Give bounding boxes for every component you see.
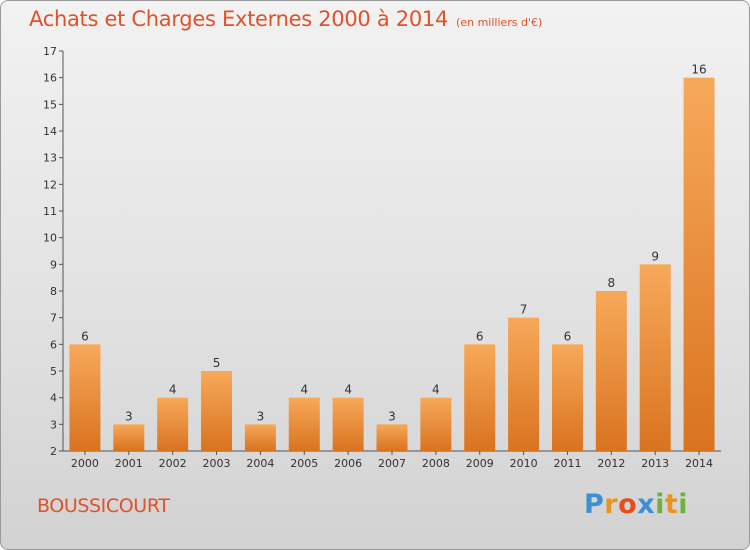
bar	[508, 317, 540, 451]
x-tick-label: 2004	[246, 457, 274, 470]
y-tick-label: 16	[43, 72, 57, 85]
y-tick-label: 8	[50, 285, 57, 298]
y-tick-label: 17	[43, 45, 57, 58]
data-label: 4	[432, 383, 440, 397]
bar	[113, 424, 145, 451]
chart-bars	[69, 77, 715, 452]
data-label: 3	[388, 409, 396, 423]
y-tick-label: 15	[43, 98, 57, 111]
data-label: 5	[213, 356, 221, 370]
chart-labels: 6 3 4 5 3 4 4 3 4 6 7 6 8 9 16	[81, 63, 707, 424]
x-tick-label: 2009	[466, 457, 494, 470]
logo-letter: P	[584, 489, 605, 520]
data-label: 6	[476, 329, 484, 343]
y-tick-label: 6	[50, 338, 57, 351]
bar	[551, 344, 583, 451]
x-tick-label: 2006	[334, 457, 362, 470]
chart-title: Achats et Charges Externes 2000 à 2014 (e…	[29, 7, 542, 31]
data-label: 6	[564, 329, 572, 343]
y-tick-label: 13	[43, 152, 57, 165]
data-label: 7	[520, 303, 528, 317]
commune-name: BOUSSICOURT	[37, 495, 170, 517]
x-tick-label: 2003	[203, 457, 231, 470]
bar	[639, 264, 671, 451]
data-label: 16	[691, 63, 706, 77]
chart-subtitle: (en milliers d'€)	[456, 16, 543, 29]
x-tick-label: 2010	[510, 457, 538, 470]
data-label: 4	[344, 383, 352, 397]
bar	[595, 291, 627, 451]
data-label: 3	[257, 409, 265, 423]
bar	[683, 77, 715, 452]
data-label: 4	[300, 383, 308, 397]
x-tick-label: 2001	[115, 457, 143, 470]
x-tick-label: 2012	[597, 457, 625, 470]
y-tick-label: 7	[50, 312, 57, 325]
x-tick-label: 2008	[422, 457, 450, 470]
x-tick-label: 2002	[159, 457, 187, 470]
bar	[69, 344, 101, 451]
logo-letter: o	[618, 489, 638, 520]
x-tick-label: 2013	[641, 457, 669, 470]
bar	[288, 397, 320, 451]
proxiti-logo: Proxiti	[584, 489, 688, 520]
x-tick-label: 2011	[553, 457, 581, 470]
bar	[332, 397, 364, 451]
logo-letter: t	[664, 489, 679, 520]
bar	[157, 397, 189, 451]
data-label: 6	[81, 329, 89, 343]
y-tick-label: 4	[50, 392, 57, 405]
x-tick-label: 2000	[71, 457, 99, 470]
logo-letter: i	[655, 489, 665, 520]
y-tick-label: 11	[43, 205, 57, 218]
bar	[420, 397, 452, 451]
data-label: 8	[608, 276, 616, 290]
bar	[244, 424, 276, 451]
y-tick-label: 3	[50, 418, 57, 431]
data-label: 9	[651, 249, 659, 263]
data-label: 3	[125, 409, 133, 423]
y-tick-label: 9	[50, 258, 57, 271]
bar	[376, 424, 408, 451]
chart-title-text: Achats et Charges Externes 2000 à 2014	[29, 7, 449, 31]
logo-letter: i	[678, 489, 689, 520]
logo-letter: r	[604, 489, 619, 520]
y-tick-label: 5	[50, 365, 57, 378]
x-tick-label: 2014	[685, 457, 713, 470]
x-tick-label: 2005	[290, 457, 318, 470]
y-tick-label: 2	[50, 445, 57, 458]
logo-letter: x	[637, 489, 656, 520]
bar	[201, 371, 233, 451]
y-tick-label: 10	[43, 232, 57, 245]
y-tick-label: 14	[43, 125, 57, 138]
data-label: 4	[169, 383, 177, 397]
x-tick-label: 2007	[378, 457, 406, 470]
y-tick-label: 12	[43, 178, 57, 191]
bar	[464, 344, 496, 451]
chart-axes: 2 3 4 5 6 7 8 9 10 11 12 13 14 15 16 17 2000 2001 2002 2003…	[43, 45, 721, 470]
